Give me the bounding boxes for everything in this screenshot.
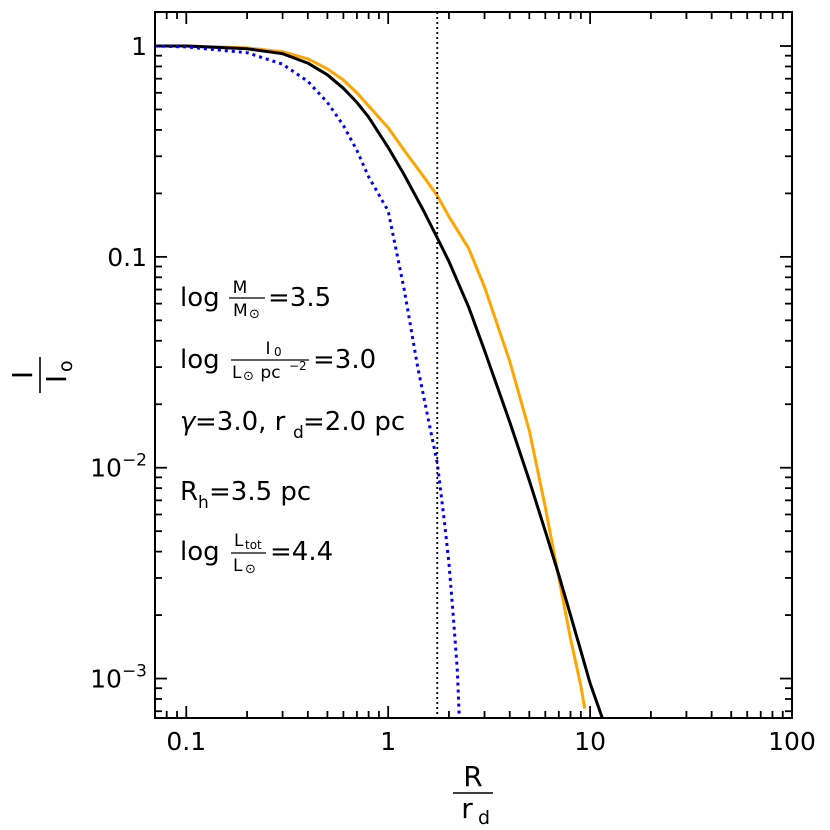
y-tick-label: 1 — [131, 32, 147, 61]
svg-text:L: L — [233, 556, 243, 576]
svg-text:γ: γ — [180, 407, 197, 437]
svg-text:−2: −2 — [289, 359, 307, 373]
svg-text:0: 0 — [274, 345, 282, 359]
x-axis-label-subscript: d — [478, 807, 490, 829]
svg-text:pc: pc — [255, 363, 281, 383]
svg-text:=3.5: =3.5 — [268, 283, 331, 313]
x-tick-labels: 0.1 1 10 100 — [166, 727, 815, 756]
svg-text:=3.0: =3.0 — [313, 345, 376, 375]
y-tick-label: 10−3 — [90, 662, 147, 694]
series-line-2 — [155, 44, 461, 718]
y-tick-label: 0.1 — [107, 243, 147, 272]
svg-text:d: d — [293, 423, 304, 443]
svg-text:h: h — [198, 493, 209, 513]
svg-text:log: log — [180, 283, 228, 313]
plot-frame — [154, 11, 793, 719]
x-tick-label: 10 — [574, 727, 606, 756]
svg-text:M: M — [233, 301, 248, 321]
svg-text:log: log — [180, 537, 220, 567]
y-tick-labels: 1 0.1 10−2 10−3 — [90, 32, 147, 694]
x-axis-label: R r d — [453, 760, 493, 829]
annotation-mass: log M M ⊙ =3.5 — [180, 278, 331, 322]
svg-text:L: L — [234, 531, 244, 551]
svg-text:=2.0 pc: =2.0 pc — [303, 407, 405, 437]
x-tick-label: 100 — [768, 727, 816, 756]
annotation-half-light-radius: R h =3.5 pc — [180, 477, 311, 513]
series-line-1 — [155, 44, 604, 718]
major-ticks — [155, 12, 793, 718]
svg-text:M: M — [233, 278, 248, 298]
y-axis-label: I I o — [6, 357, 77, 393]
svg-text:=3.0, r: =3.0, r — [195, 407, 286, 437]
series-line-0 — [155, 44, 587, 709]
svg-text:⊙: ⊙ — [243, 369, 254, 384]
y-axis-label-subscript: o — [55, 360, 77, 372]
annotation-total-luminosity: log L tot L ⊙ =4.4 — [180, 531, 333, 577]
svg-text:=3.5 pc: =3.5 pc — [209, 477, 311, 507]
x-axis-label-numerator: R — [463, 760, 482, 793]
annotation-central-intensity: log I 0 L ⊙ pc −2 =3.0 — [180, 339, 376, 384]
x-axis-label-denominator: r — [461, 792, 473, 825]
minor-ticks — [154, 12, 792, 718]
y-tick-label: 10−2 — [90, 451, 147, 483]
svg-text:⊙: ⊙ — [245, 562, 256, 577]
svg-text:L: L — [232, 363, 242, 383]
svg-text:R: R — [180, 477, 198, 507]
x-tick-label: 0.1 — [166, 727, 206, 756]
annotation-gamma-rd: γ =3.0, r d =2.0 pc — [180, 407, 405, 443]
curves — [155, 12, 604, 718]
y-axis-label-numerator: I — [6, 371, 39, 379]
svg-text:tot: tot — [245, 538, 262, 552]
x-tick-label: 1 — [380, 727, 396, 756]
svg-text:log: log — [180, 345, 220, 375]
svg-text:=4.4: =4.4 — [270, 537, 333, 567]
svg-text:⊙: ⊙ — [249, 307, 260, 322]
svg-text:I: I — [265, 339, 270, 359]
y-axis-label-denominator: I — [40, 375, 73, 383]
